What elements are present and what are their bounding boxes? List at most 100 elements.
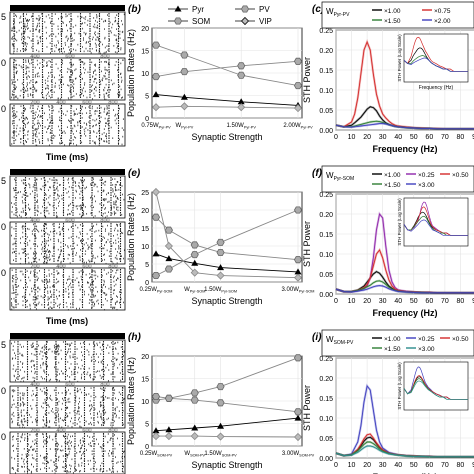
- spike-dot: [42, 426, 44, 429]
- spike-dot: [19, 343, 21, 346]
- spike-dot: [58, 110, 60, 113]
- spike-dot: [103, 283, 105, 286]
- spike-dot: [71, 248, 73, 250]
- spike-dot: [42, 355, 44, 357]
- spike-dot: [109, 449, 110, 452]
- spike-dot: [57, 448, 59, 450]
- spike-dot: [103, 374, 105, 376]
- spike-dot: [37, 229, 38, 232]
- spike-dot: [91, 258, 93, 261]
- spike-dot: [93, 141, 95, 144]
- spike-dot: [92, 290, 94, 292]
- spike-dot: [123, 451, 124, 453]
- spike-dot: [103, 132, 105, 134]
- y-axis-label: Population Rates (Hz): [126, 29, 136, 117]
- spike-dot: [41, 252, 42, 255]
- marker-pyr: [152, 91, 160, 98]
- spike-dot: [48, 461, 49, 464]
- spike-dot: [51, 293, 53, 296]
- spike-dot: [34, 133, 36, 135]
- spike-dot: [81, 454, 82, 457]
- spike-dot: [93, 125, 94, 127]
- spike-dot: [62, 397, 63, 400]
- spike-dot: [105, 133, 107, 135]
- spike-dot: [19, 396, 21, 399]
- spike-dot: [26, 282, 27, 285]
- y-tick-label: 0.05: [319, 108, 333, 115]
- spike-dot: [30, 270, 32, 273]
- spike-dot: [80, 207, 82, 209]
- spike-dot: [95, 461, 96, 464]
- spike-dot: [18, 29, 20, 32]
- spike-dot: [55, 35, 57, 38]
- spike-dot: [94, 195, 95, 198]
- spike-dot: [66, 435, 68, 438]
- spike-dot: [115, 456, 116, 458]
- spike-dot: [94, 344, 96, 347]
- spike-dot: [33, 133, 35, 136]
- spike-dot: [60, 349, 62, 352]
- spike-dot: [77, 371, 79, 374]
- spike-dot: [122, 423, 124, 426]
- spike-dot: [81, 78, 83, 80]
- spike-dot: [24, 250, 25, 253]
- spike-dot: [21, 422, 23, 424]
- spike-dot: [92, 378, 94, 380]
- spike-dot: [39, 29, 41, 31]
- y-tick-label: 25: [141, 190, 149, 197]
- spike-dot: [105, 294, 107, 297]
- x-tick-label: 40: [394, 298, 402, 305]
- spike-dot: [106, 111, 108, 114]
- spike-dot: [107, 14, 108, 16]
- spike-dot: [122, 30, 124, 33]
- spike-dot: [23, 403, 24, 406]
- spike-dot: [45, 288, 46, 290]
- series-line: [335, 123, 474, 130]
- spike-dot: [104, 75, 106, 78]
- spike-dot: [50, 96, 52, 99]
- spike-dot: [21, 423, 23, 426]
- spike-dot: [112, 467, 113, 469]
- spike-dot: [35, 140, 37, 143]
- spike-dot: [49, 194, 51, 197]
- spike-dot: [74, 462, 76, 464]
- spike-dot: [57, 32, 59, 35]
- spike-dot: [49, 122, 51, 124]
- spike-dot: [100, 106, 102, 109]
- spike-dot: [21, 457, 22, 460]
- spike-dot: [45, 82, 46, 85]
- spike-dot: [37, 108, 38, 110]
- spike-dot: [88, 286, 90, 289]
- spike-dot: [48, 212, 50, 215]
- legend-label: VIP: [259, 17, 272, 26]
- spike-dot: [75, 93, 77, 95]
- legend-label: ×0.50: [452, 336, 469, 343]
- spike-dot: [20, 402, 21, 405]
- spike-dot: [42, 406, 44, 409]
- spike-dot: [82, 437, 84, 439]
- spike-dot: [55, 433, 57, 436]
- spike-dot: [35, 90, 37, 93]
- spike-dot: [49, 278, 50, 281]
- spike-dot: [85, 273, 87, 276]
- spike-dot: [44, 262, 46, 265]
- spike-dot: [81, 351, 82, 353]
- spike-dot: [60, 119, 62, 122]
- spike-dot: [43, 352, 45, 354]
- spike-dot: [41, 188, 42, 191]
- spike-dot: [36, 73, 38, 75]
- spike-dot: [35, 404, 37, 407]
- spike-dot: [25, 456, 27, 458]
- x-axis-label: Frequency (Hz): [372, 472, 437, 474]
- y-tick-label: 5: [145, 94, 149, 101]
- spike-dot: [26, 455, 27, 457]
- spike-dot: [79, 388, 81, 391]
- spike-dot: [47, 404, 49, 406]
- spike-dot: [67, 441, 69, 444]
- spike-dot: [90, 240, 92, 242]
- spike-dot: [111, 212, 113, 215]
- spike-dot: [45, 278, 47, 281]
- spike-dot: [41, 390, 43, 393]
- spike-dot: [81, 457, 83, 459]
- spike-dot: [48, 91, 49, 94]
